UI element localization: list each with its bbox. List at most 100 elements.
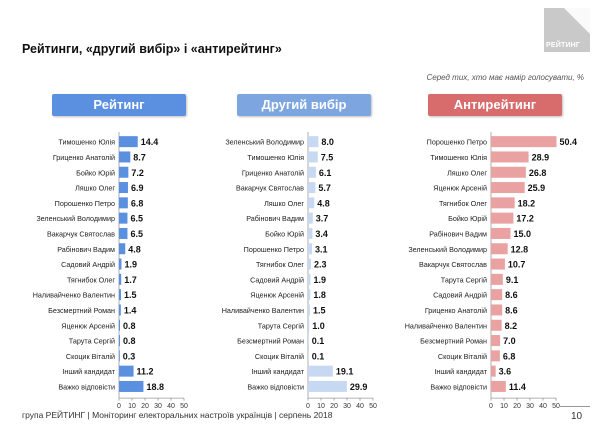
rating-bar (119, 182, 128, 194)
anti-tick-label: 30 (526, 403, 534, 410)
second-category-label: Вакарчук Святослав (236, 184, 304, 193)
anti-value-label: 25.9 (528, 183, 546, 193)
second-category-label: Яценюк Арсеній (250, 291, 304, 300)
anti-category-label: Рабінович Вадим (429, 229, 487, 238)
anti-category-label: Інший кандидат (434, 367, 487, 376)
second-tick-label: 30 (343, 403, 351, 410)
rating-bar (119, 380, 144, 392)
anti-bar (491, 151, 529, 163)
anti-value-label: 10.7 (508, 260, 526, 270)
rating-value-label: 6.8 (131, 198, 144, 208)
anti-value-label: 8.6 (505, 305, 518, 315)
anti-bar (491, 227, 511, 239)
rating-bar (119, 319, 121, 331)
rating-tick-label: 10 (128, 403, 136, 410)
rating-category-label: Ляшко Олег (75, 184, 115, 193)
rating-bar (119, 289, 121, 301)
second-value-label: 6.1 (319, 168, 332, 178)
rating-category-label: Гриценко Анатолій (53, 153, 115, 162)
second-value-label: 5.7 (318, 183, 331, 193)
anti-bar (491, 182, 525, 194)
anti-value-label: 28.9 (532, 152, 550, 162)
second-category-label: Садовий Андрій (250, 275, 304, 284)
anti-bar (491, 289, 503, 301)
rating-category-label: Інший кандидат (62, 367, 115, 376)
anti-bar (491, 273, 503, 285)
rating-category-label: Тимошенко Юлія (58, 138, 115, 147)
anti-category-label: Тягнибок Олег (439, 199, 487, 208)
rating-tick-label: 30 (154, 403, 162, 410)
rating-value-label: 0.8 (123, 321, 136, 331)
second-bar (308, 182, 316, 194)
rating-bar (119, 258, 122, 270)
rating-category-label: Порошенко Петро (55, 199, 115, 208)
second-value-label: 0.1 (312, 351, 325, 361)
rating-logo: РЕЙТИНГ (544, 8, 590, 52)
anti-category-label: Безсмертний Роман (420, 337, 487, 346)
second-category-label: Ляшко Олег (264, 199, 304, 208)
rating-value-label: 1.9 (124, 260, 137, 270)
footer-text: група РЕЙТИНГ | Моніторинг електоральних… (22, 410, 333, 420)
rating-tick-label: 20 (141, 403, 149, 410)
rating-value-label: 14.4 (141, 137, 159, 147)
anti-bar (491, 197, 515, 209)
panel-header-second-choice: Другий вибір (237, 94, 371, 116)
second-value-label: 8.0 (321, 137, 334, 147)
second-bar (308, 304, 310, 316)
anti-value-label: 15.0 (514, 229, 532, 239)
anti-value-label: 12.8 (511, 244, 529, 254)
second-bar (308, 212, 313, 224)
second-category-label: Зеленський Володимир (225, 138, 304, 147)
rating-bar (119, 243, 126, 255)
second-category-label: Рабінович Вадим (246, 214, 304, 223)
rating-bar (119, 151, 131, 163)
anti-value-label: 8.2 (505, 321, 518, 331)
rating-category-label: Садовий Андрій (61, 260, 115, 269)
anti-category-label: Порошенко Петро (427, 138, 487, 147)
second-tick-label: 50 (369, 403, 377, 410)
rating-tick-label: 50 (180, 403, 188, 410)
rating-bar (119, 273, 122, 285)
rating-value-label: 4.8 (128, 244, 141, 254)
second-bar (308, 151, 318, 163)
anti-category-label: Важко відповісти (430, 382, 487, 391)
anti-value-label: 11.4 (509, 382, 526, 392)
anti-value-label: 3.6 (499, 367, 512, 377)
anti-value-label: 6.8 (503, 351, 516, 361)
anti-tick-label: 20 (513, 403, 521, 410)
second-value-label: 29.9 (350, 382, 368, 392)
rating-category-label: Бойко Юрій (76, 168, 115, 177)
rating-value-label: 8.7 (133, 152, 146, 162)
rating-value-label: 11.2 (137, 367, 154, 377)
second-bar (308, 243, 313, 255)
panel-header-antirating: Антирейтинг (428, 94, 562, 116)
second-bar (308, 380, 347, 392)
chart-subtitle: Серед тих, хто має намір голосувати, % (426, 73, 584, 82)
anti-category-label: Скоцик Віталій (438, 352, 487, 361)
logo-corner-mark (564, 8, 590, 34)
anti-category-label: Ляшко Олег (447, 168, 487, 177)
anti-tick-label: 40 (539, 403, 547, 410)
second-value-label: 7.5 (321, 152, 334, 162)
rating-category-label: Зеленський Володимир (36, 214, 115, 223)
second-category-label: Тягнибок Олег (256, 260, 304, 269)
rating-value-label: 1.4 (124, 305, 137, 315)
rating-category-label: Яценюк Арсеній (61, 321, 115, 330)
anti-bar (491, 365, 496, 377)
second-tick-label: 10 (317, 403, 325, 410)
anti-bar (491, 166, 526, 178)
second-category-label: Бойко Юрій (265, 229, 304, 238)
footer-divider (560, 406, 590, 407)
second-bar (308, 258, 311, 270)
rating-bar (119, 212, 128, 224)
rating-bar (119, 166, 129, 178)
anti-bar (491, 350, 500, 362)
rating-value-label: 1.5 (124, 290, 137, 300)
second-value-label: 0.1 (312, 336, 325, 346)
anti-category-label: Яценюк Арсеній (433, 184, 487, 193)
second-value-label: 4.8 (317, 198, 330, 208)
second-value-label: 3.4 (315, 229, 328, 239)
second-bar (308, 350, 309, 362)
rating-category-label: Вакарчук Святослав (47, 229, 115, 238)
logo-text: РЕЙТИНГ (546, 42, 581, 49)
